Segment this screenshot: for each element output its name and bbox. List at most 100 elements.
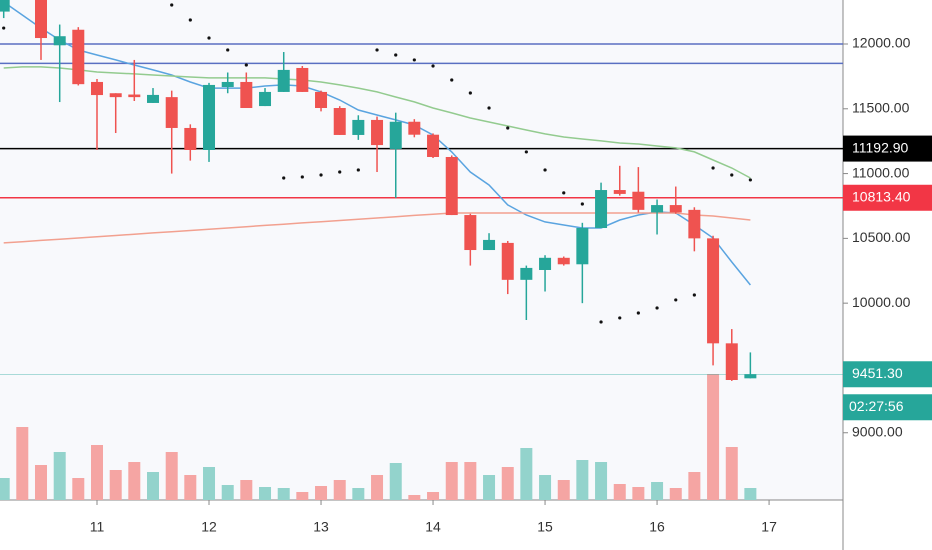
sar-dot — [394, 53, 398, 57]
sar-dot — [188, 18, 192, 22]
price-label-box — [843, 361, 932, 388]
sar-dot — [468, 91, 472, 95]
sar-dot — [2, 26, 6, 30]
volume-bar — [613, 484, 626, 500]
sar-dot — [580, 202, 584, 206]
y-tick-label: 12000.00 — [852, 35, 911, 51]
volume-bar — [651, 482, 664, 500]
candle-body — [688, 209, 701, 239]
candle-body — [744, 374, 757, 379]
volume-bar — [427, 492, 440, 500]
candle-body — [333, 108, 346, 135]
sar-dot — [711, 166, 715, 170]
volume-bar — [128, 462, 141, 500]
volume-bar — [333, 480, 346, 500]
y-tick-label: 11000.00 — [852, 164, 910, 180]
volume-bar — [16, 427, 29, 500]
x-tick-label: 12 — [201, 519, 217, 535]
candle-body — [259, 91, 272, 107]
sar-dot — [338, 170, 342, 174]
plot-background — [0, 0, 843, 500]
candle-body — [203, 84, 216, 150]
volume-bar — [371, 475, 384, 500]
candle-body — [613, 190, 626, 194]
candle-body — [557, 257, 570, 265]
candle-body — [725, 343, 738, 381]
moving-average — [3, 66, 751, 179]
candle-body — [632, 191, 645, 210]
candle-body — [576, 228, 589, 265]
candle-body — [53, 36, 66, 46]
candle-body — [595, 190, 608, 229]
candle-body — [669, 205, 682, 213]
sar-dot — [319, 173, 323, 177]
volume-bar — [576, 460, 589, 500]
sar-dot — [562, 191, 566, 195]
candle-body — [72, 29, 85, 85]
volume-bar — [464, 462, 477, 500]
volume-bar — [147, 472, 160, 500]
volume-bar — [277, 488, 290, 500]
price-label: 9451.30 — [852, 365, 903, 381]
candle-body — [296, 67, 309, 92]
candle-body — [0, 0, 10, 12]
volume-bar — [184, 475, 197, 500]
candle-body — [389, 121, 402, 149]
candle-body — [34, 0, 47, 39]
sar-dot — [300, 175, 304, 179]
volume-bar — [557, 480, 570, 500]
countdown: 02:27:56 — [849, 398, 904, 414]
sar-dot — [524, 150, 528, 154]
sar-dot — [356, 168, 360, 172]
volume-bar — [72, 478, 85, 500]
sar-dot — [244, 63, 248, 67]
volume-bar — [296, 492, 309, 500]
sar-dot — [412, 58, 416, 62]
x-tick-label: 11 — [90, 519, 105, 535]
candle-body — [501, 242, 514, 280]
sar-dot — [636, 311, 640, 315]
sar-dot — [618, 316, 622, 320]
candle-body — [184, 127, 197, 150]
y-tick-label: 11500.00 — [852, 99, 910, 115]
sar-dot — [674, 298, 678, 302]
candle-body — [707, 238, 720, 344]
volume-bar — [0, 478, 10, 500]
volume-bar — [725, 447, 738, 500]
sar-dot — [506, 126, 510, 130]
volume-bar — [389, 463, 402, 500]
candle-body — [352, 119, 365, 135]
sar-dot — [226, 48, 230, 52]
candle-body — [408, 121, 421, 135]
candle-body — [539, 257, 552, 270]
volume-bar — [669, 488, 682, 500]
volume-bar — [91, 445, 104, 500]
volume-bar — [203, 467, 216, 500]
sar-dot — [450, 78, 454, 82]
candle-body — [520, 267, 533, 280]
sar-dot — [748, 178, 752, 182]
volume-bar — [221, 485, 234, 500]
volume-bar — [109, 470, 122, 500]
sar-dot — [375, 48, 379, 52]
volume-bar — [707, 374, 720, 500]
candle-body — [221, 81, 234, 88]
sar-dot — [692, 293, 696, 297]
volume-bar — [315, 486, 328, 500]
volume-bar — [53, 452, 66, 500]
sar-dot — [599, 320, 603, 324]
candle-body — [464, 215, 477, 251]
sar-dot — [282, 176, 286, 180]
sar-dot — [487, 106, 491, 110]
price-axis-background — [843, 0, 932, 550]
price-label: 11192.90 — [852, 139, 909, 155]
sar-dot — [730, 173, 734, 177]
volume-bar — [688, 472, 701, 500]
moving-average — [3, 1, 751, 286]
candle-body — [651, 205, 664, 213]
sar-dot — [655, 306, 659, 310]
x-tick-label: 15 — [537, 519, 553, 535]
sar-dot — [207, 36, 211, 40]
